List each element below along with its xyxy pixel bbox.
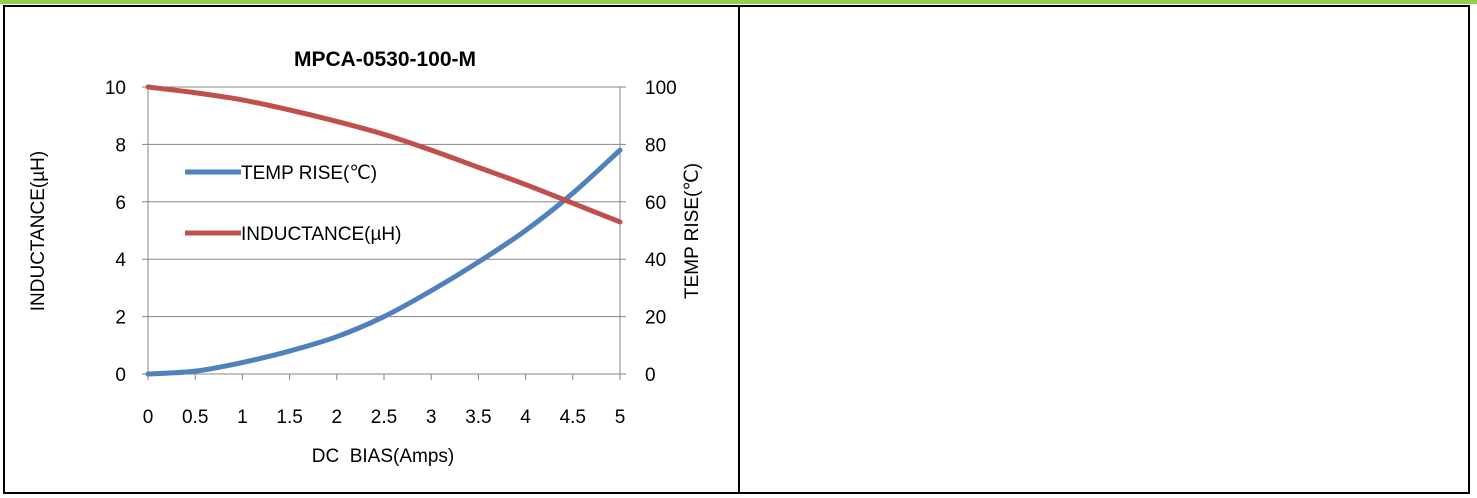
column-divider [738,5,740,494]
x-tick-label: 1.5 [276,407,302,428]
legend-label-inductance: INDUCTANCE(µH) [241,224,401,245]
x-tick-label: 0.5 [182,407,208,428]
y-tick-label: 6 [115,193,126,214]
y-tick-label: 8 [115,135,126,156]
legend: TEMP RISE(℃) INDUCTANCE(µH) [185,163,401,245]
x-tick-label: 2 [332,407,343,428]
chart-cell: 0 2 4 6 8 10 0 20 40 60 80 100 0 0.5 1 1.5 2 2.5 3 3.5 4 4.5 5… [5,7,738,492]
x-tick-label: 5 [615,407,626,428]
series-line-temp-rise [145,147,623,377]
y2-tick-label: 20 [645,308,666,329]
y-tick-label: 4 [115,250,126,271]
chart-title: MPCA-0530-100-M [294,48,476,71]
grid-lines [148,86,620,318]
series-lines [145,84,623,377]
y2-tick-label: 0 [645,365,656,386]
y-axis-label: INDUCTANCE(µH) [28,151,49,311]
legend-label-temp-rise: TEMP RISE(℃) [241,163,377,184]
axes [142,86,626,380]
y-tick-label: 10 [105,78,126,99]
x-tick-label: 2.5 [371,407,397,428]
y2-tick-label: 60 [645,193,666,214]
x-axis-label: DC BIAS(Amps) [312,446,455,467]
x-tick-label: 4 [520,407,531,428]
x-tick-label: 0 [143,407,154,428]
y-tick-label: 2 [115,308,126,329]
x-tick-label: 1 [237,407,248,428]
x-tick-label: 3 [426,407,437,428]
series-line-inductance [145,84,623,225]
y2-tick-label: 40 [645,250,666,271]
top-accent-bar [0,0,1477,4]
empty-right-cell [740,7,1468,492]
y-tick-label: 0 [115,365,126,386]
y2-tick-label: 100 [645,78,677,99]
y2-axis-label: TEMP RISE(℃) [682,163,703,299]
table-frame [3,5,1470,494]
x-tick-label: 4.5 [560,407,586,428]
x-tick-label: 3.5 [465,407,491,428]
y2-tick-label: 80 [645,135,666,156]
